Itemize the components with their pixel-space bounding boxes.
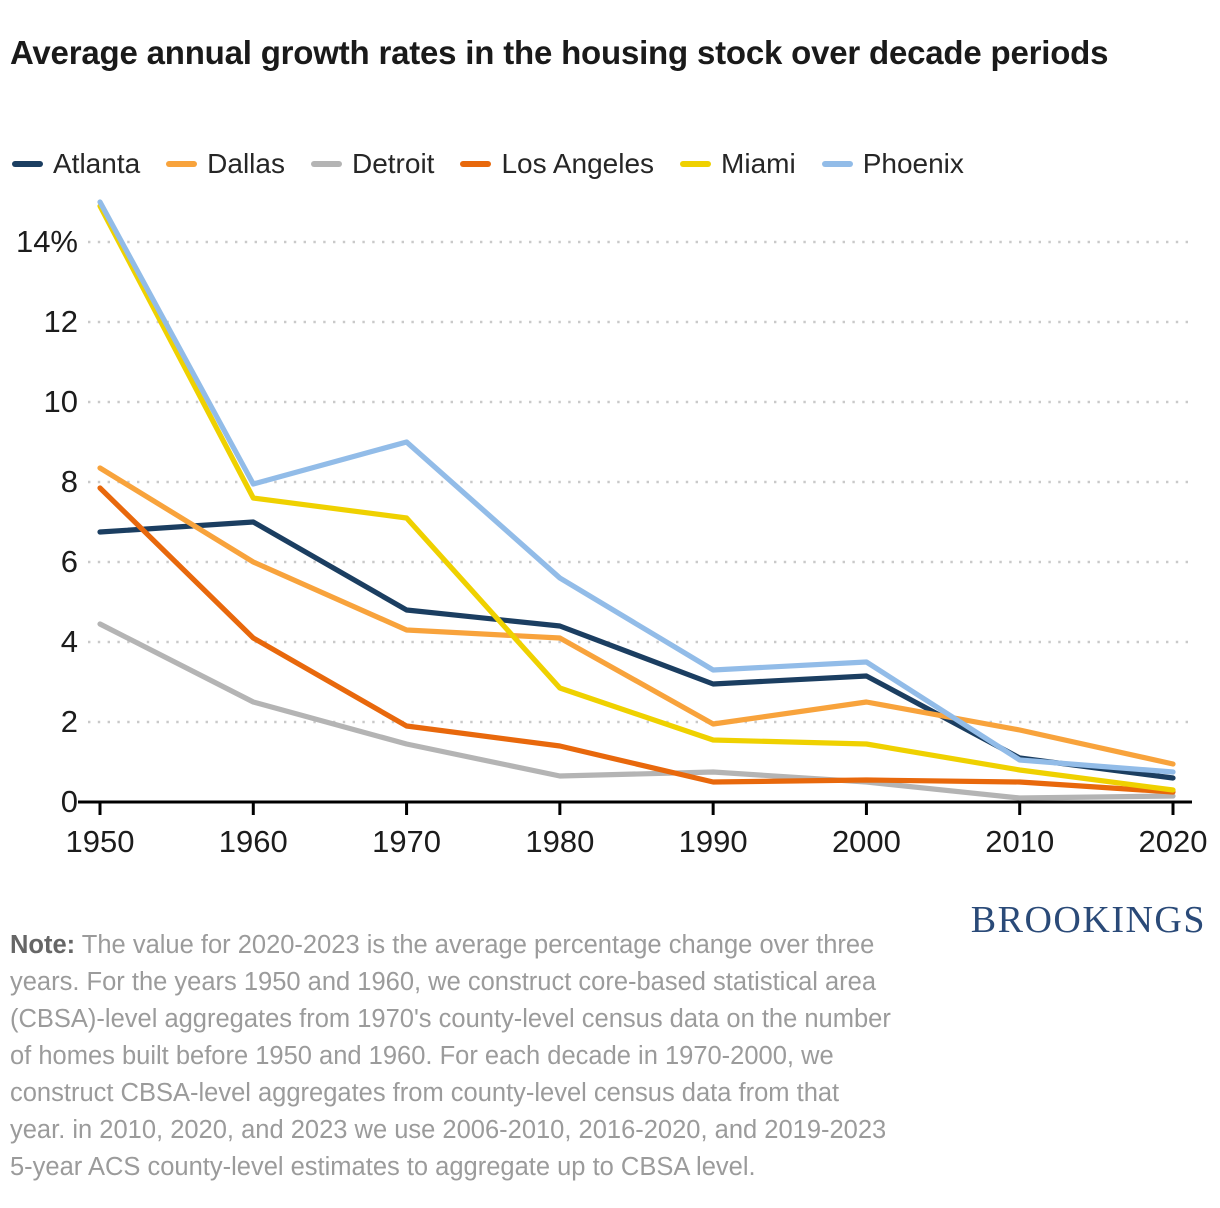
legend-item-detroit: Detroit	[310, 148, 435, 180]
series-line-dallas	[97, 465, 1176, 767]
series-line-los-angeles	[97, 485, 1176, 795]
legend-swatch-phoenix	[821, 161, 853, 167]
chart-title: Average annual growth rates in the housi…	[10, 34, 1109, 72]
footnote: Note: The value for 2020-2023 is the ave…	[10, 927, 898, 1186]
y-tick-label: 12	[44, 304, 78, 339]
series-line-atlanta	[97, 519, 1176, 781]
footnote-label: Note:	[10, 930, 76, 959]
y-tick-label: 14%	[16, 224, 78, 259]
legend-label: Los Angeles	[501, 148, 655, 179]
y-tick-label: 2	[61, 704, 78, 739]
legend-label: Dallas	[207, 148, 285, 179]
legend-label: Phoenix	[862, 148, 964, 179]
legend-label: Detroit	[351, 148, 435, 179]
y-tick-label: 0	[61, 784, 78, 819]
x-tick-label: 2020	[1139, 824, 1208, 859]
footnote-text: The value for 2020-2023 is the average p…	[10, 930, 891, 1181]
y-tick-label: 10	[44, 384, 78, 419]
legend-item-atlanta: Atlanta	[12, 148, 140, 180]
x-tick-label: 2000	[832, 824, 901, 859]
x-tick-label: 1980	[525, 824, 594, 859]
y-tick-label: 4	[61, 624, 78, 659]
legend-label: Miami	[721, 148, 796, 179]
x-tick-label: 1960	[219, 824, 288, 859]
legend-item-los-angeles: Los Angeles	[460, 148, 654, 180]
legend-swatch-detroit	[310, 161, 342, 167]
line-chart: 0 2 4 6 8 10 12 14% 1950 1960 1970 1980 1990 2000 2010…	[0, 185, 1220, 875]
legend-swatch-dallas	[166, 161, 198, 167]
y-tick-label: 6	[61, 544, 78, 579]
legend-item-miami: Miami	[680, 148, 796, 180]
x-tick-label: 1950	[66, 824, 135, 859]
legend-swatch-los-angeles	[460, 161, 492, 167]
y-tick-label: 8	[61, 464, 78, 499]
legend-swatch-atlanta	[12, 161, 43, 167]
x-tick-label: 1990	[679, 824, 748, 859]
x-tick-label: 1970	[372, 824, 441, 859]
series-line-detroit	[97, 621, 1176, 801]
x-tick-label: 2010	[985, 824, 1054, 859]
legend: Atlanta Dallas Detroit Los Angeles Miami…	[12, 148, 964, 180]
legend-item-dallas: Dallas	[166, 148, 285, 180]
legend-label: Atlanta	[53, 148, 141, 179]
brookings-logo: BROOKINGS	[970, 899, 1206, 941]
legend-swatch-miami	[680, 161, 712, 167]
legend-item-phoenix: Phoenix	[821, 148, 964, 180]
series-line-miami	[97, 203, 1176, 793]
line-chart-svg: 0 2 4 6 8 10 12 14% 1950 1960 1970 1980 1990 2000 2010…	[16, 199, 1208, 859]
series-line-phoenix	[97, 199, 1176, 775]
